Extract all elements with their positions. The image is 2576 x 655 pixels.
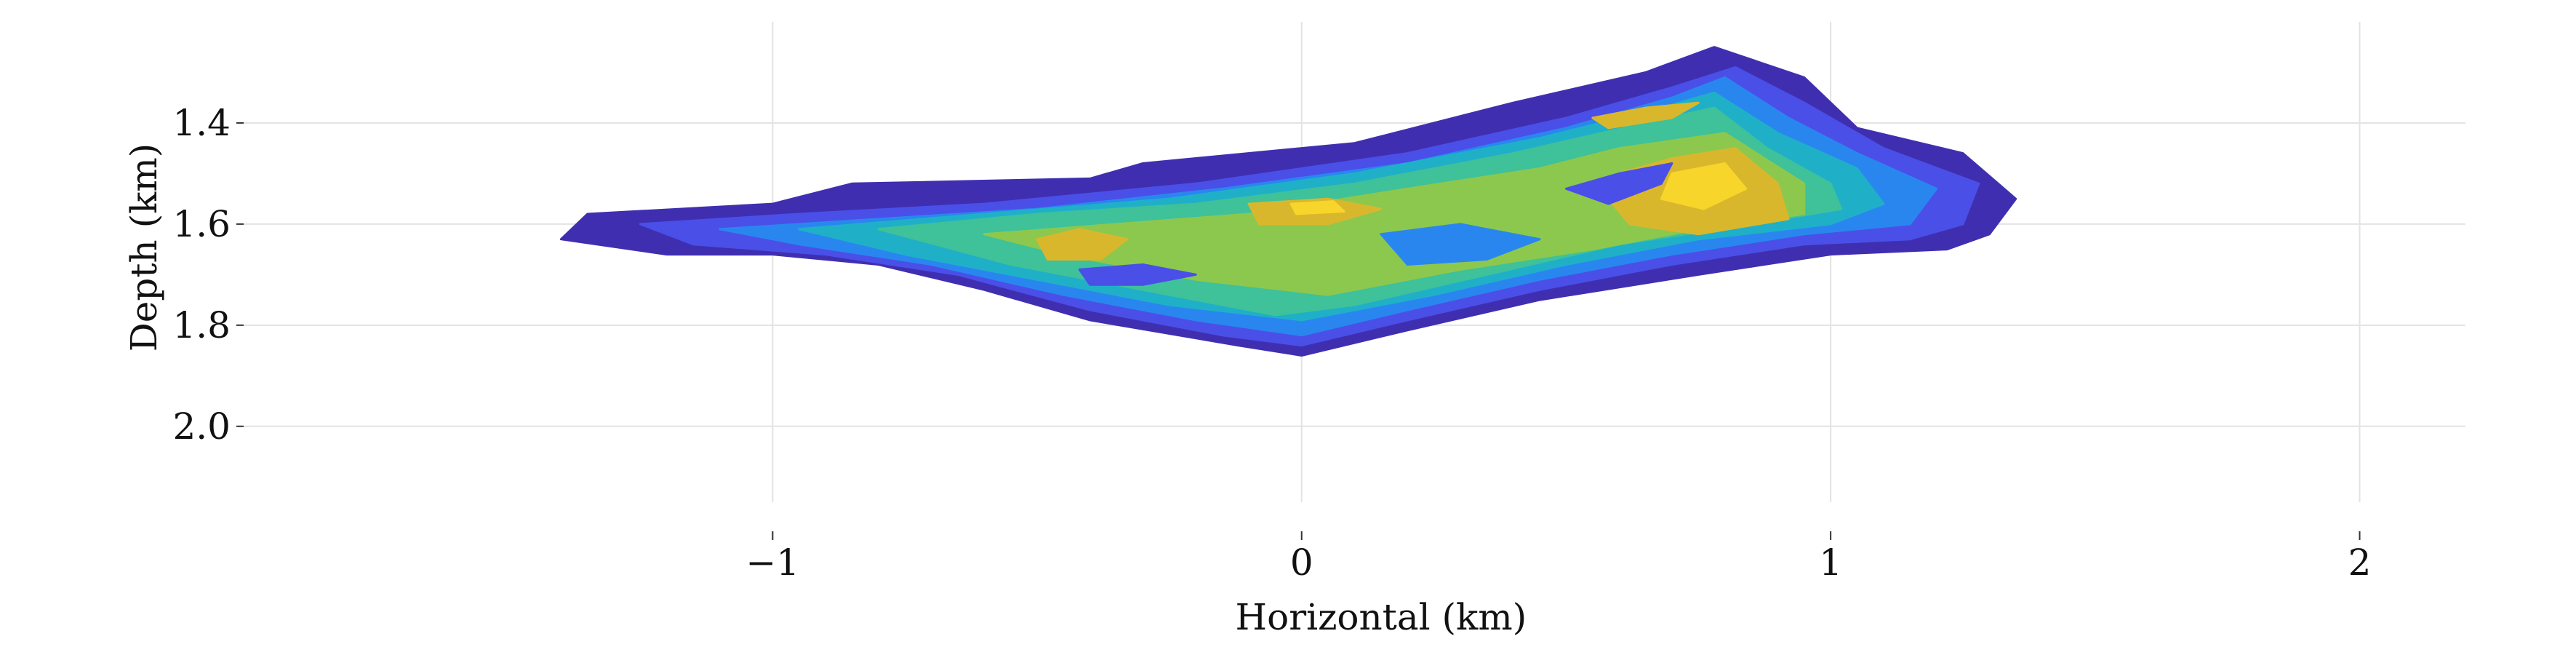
contour-level-7 [1591,101,1700,130]
x-tick-label: 1 [1819,541,1842,584]
x-tick-label: 2 [2348,541,2372,584]
y-tick-label: 2.0 [172,405,231,448]
contour-level-8 [1660,162,1748,210]
axes: −1 0 1 2 1.4 1.6 1.8 2.0 [172,102,2371,584]
contour-fill-layer [559,46,2017,357]
y-tick-label: 1.4 [172,102,231,144]
contour-level-8 [1289,200,1345,215]
x-axis-title: Horizontal (km) [1235,596,1527,638]
y-tick-label: 1.6 [172,203,231,245]
y-axis-title: Depth (km) [123,143,165,352]
x-tick-label: −1 [746,541,800,584]
x-tick-label: 0 [1290,541,1313,584]
contour-level-2 [1078,263,1197,286]
contour-level-2 [1565,162,1673,205]
contour-level-7 [1036,228,1129,261]
contour-level-3 [1380,223,1541,266]
y-tick-label: 1.8 [172,304,231,346]
